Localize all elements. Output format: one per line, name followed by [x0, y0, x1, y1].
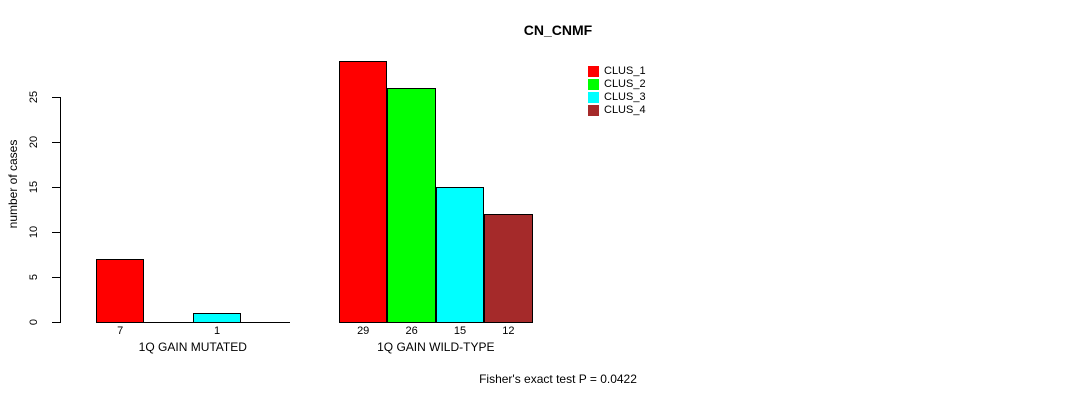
- bar-clus_4: [484, 214, 533, 323]
- fisher-test-annotation: Fisher's exact test P = 0.0422: [479, 372, 637, 386]
- bar-value-label: 15: [453, 325, 467, 337]
- bar-value-label: 29: [357, 325, 370, 337]
- y-tick-label: 10: [28, 225, 40, 239]
- legend-swatch: [588, 79, 599, 90]
- y-tick-label: 25: [28, 90, 40, 104]
- y-tick-mark: [52, 97, 60, 98]
- y-axis-line: [60, 97, 61, 323]
- bar-clus_3: [435, 187, 485, 323]
- y-tick-label: 5: [28, 273, 40, 281]
- bar-clus_1: [96, 259, 145, 323]
- legend-swatch: [588, 66, 599, 77]
- y-tick-mark: [52, 277, 60, 278]
- legend-label: CLUS_1: [604, 65, 646, 77]
- legend-label: CLUS_4: [604, 104, 646, 116]
- legend-item: CLUS_4: [588, 104, 646, 117]
- category-label: 1Q GAIN WILD-TYPE: [377, 340, 495, 354]
- legend-label: CLUS_3: [604, 91, 646, 103]
- y-axis-label: number of cases: [6, 139, 20, 229]
- y-tick-mark: [52, 142, 60, 143]
- bar-value-label: 1: [213, 325, 221, 337]
- bar-value-label: 26: [405, 325, 418, 337]
- legend-swatch: [588, 105, 599, 116]
- category-label: 1Q GAIN MUTATED: [138, 340, 247, 354]
- bar-clus_1: [339, 61, 388, 323]
- y-tick-mark: [52, 322, 60, 323]
- legend-item: CLUS_1: [588, 65, 646, 78]
- legend-label: CLUS_2: [604, 78, 646, 90]
- y-tick-mark: [52, 187, 60, 188]
- legend-item: CLUS_3: [588, 91, 646, 104]
- bar-value-label: 7: [117, 325, 124, 337]
- chart-title: CN_CNMF: [523, 22, 593, 38]
- y-tick-label: 0: [28, 318, 40, 326]
- y-tick-label: 15: [28, 180, 40, 194]
- legend: CLUS_1 CLUS_2 CLUS_3 CLUS_4: [588, 65, 646, 117]
- bar-clus_3: [192, 313, 242, 323]
- y-tick-label: 20: [28, 135, 40, 149]
- bar-clus_2: [387, 88, 436, 323]
- legend-item: CLUS_2: [588, 78, 646, 91]
- bar-value-label: 12: [502, 325, 515, 337]
- legend-swatch: [588, 92, 599, 103]
- y-tick-mark: [52, 232, 60, 233]
